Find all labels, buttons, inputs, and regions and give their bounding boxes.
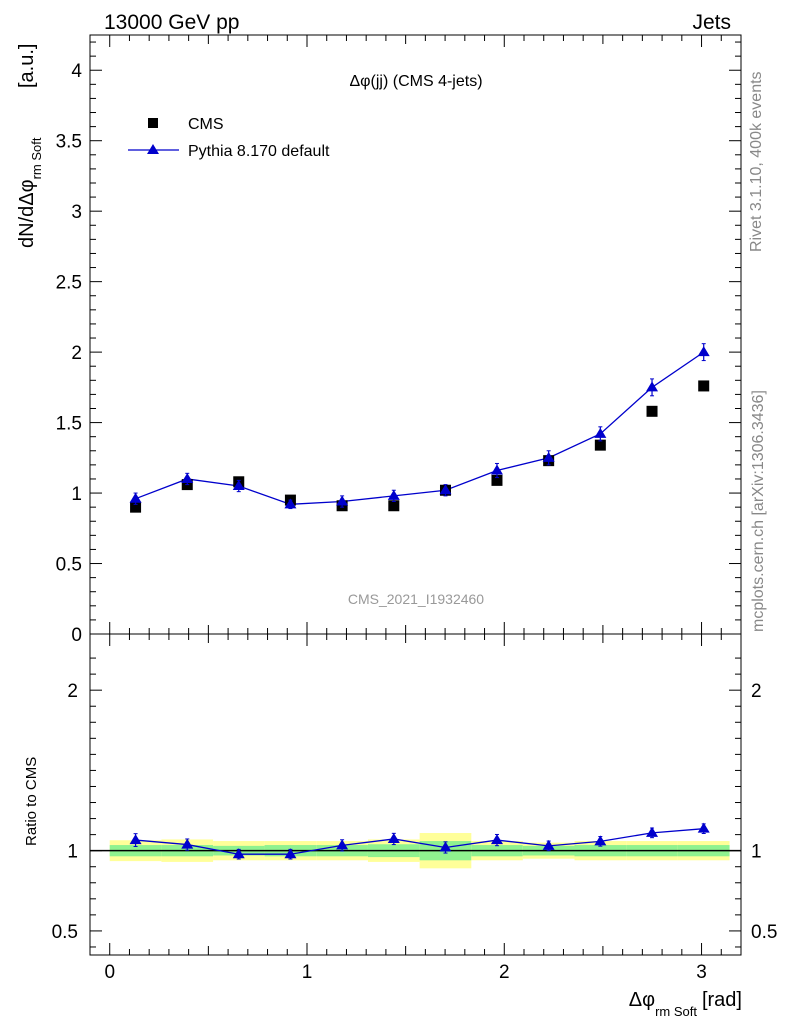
- pythia-point: [387, 489, 400, 500]
- main-y-tick-label: 1.5: [56, 414, 82, 435]
- ratio-pythia-point: [336, 839, 349, 850]
- cms-point: [698, 380, 710, 392]
- main-y-tick-label: 0: [71, 625, 82, 646]
- ratio-y-tick-label: 1: [67, 842, 78, 863]
- cms-point: [594, 439, 606, 451]
- ratio-pythia-point: [129, 834, 142, 845]
- pythia-point: [594, 427, 607, 438]
- x-axis-label: Δφrm Soft[rad]: [629, 989, 742, 1019]
- pythia-point: [490, 464, 503, 475]
- x-tick-label: 1: [302, 962, 313, 983]
- main-y-tick-label: 2: [71, 343, 82, 364]
- ratio-pythia-point: [542, 839, 555, 850]
- cms-point: [388, 500, 400, 512]
- analysis-watermark: CMS_2021_I1932460: [348, 591, 484, 607]
- ratio-pythia-point: [439, 841, 452, 852]
- ratio-y-tick-label-right: 1: [751, 842, 762, 863]
- main-y-axis-unit: [a.u.]: [16, 44, 38, 88]
- ratio-pythia-point: [697, 822, 710, 833]
- svg-text:dN/dΔφrm Soft: dN/dΔφrm Soft: [16, 137, 44, 248]
- ratio-pythia-point: [232, 848, 245, 859]
- ratio-y-tick-label-right: 0.5: [751, 922, 777, 943]
- rivet-label: Rivet 3.1.10, 400k events: [748, 71, 765, 252]
- pythia-point: [646, 381, 659, 392]
- main-y-axis-label: dN/dΔφrm Soft: [16, 137, 44, 248]
- x-tick-label: 0: [104, 962, 115, 983]
- pythia-point: [697, 346, 710, 357]
- ratio-y-axis-label: Ratio to CMS: [23, 757, 40, 846]
- main-y-tick-label: 0.5: [56, 555, 82, 576]
- pythia-point: [336, 495, 349, 506]
- mcplots-label: mcplots.cern.ch [arXiv:1306.3436]: [750, 390, 767, 632]
- pythia-point: [232, 480, 245, 491]
- cms-point: [646, 405, 658, 417]
- category-label: Jets: [692, 11, 731, 34]
- pythia-point: [542, 451, 555, 462]
- legend-marker-cms: [148, 118, 158, 128]
- energy-label: 13000 GeV pp: [104, 11, 239, 34]
- x-tick-label: 3: [696, 962, 707, 983]
- ratio-pythia-point: [284, 848, 297, 859]
- ratio-y-tick-label: 2: [67, 681, 78, 702]
- plot-title: Δφ(jj) (CMS 4-jets): [349, 73, 482, 90]
- ratio-y-tick-label: 0.5: [52, 922, 78, 943]
- cms-point: [491, 474, 503, 486]
- main-y-tick-label: 2.5: [56, 273, 82, 294]
- cms-point: [130, 501, 142, 513]
- ratio-pythia-point: [646, 826, 659, 837]
- main-y-tick-label: 3: [71, 202, 82, 223]
- pythia-point: [181, 472, 194, 483]
- pythia-point: [129, 492, 142, 503]
- ratio-pythia-point: [387, 832, 400, 843]
- ratio-pythia-point: [490, 834, 503, 845]
- legend-label-cms: CMS: [188, 116, 224, 133]
- legend-label-pythia: Pythia 8.170 default: [188, 143, 330, 160]
- legend-marker-pythia: [147, 144, 159, 154]
- pythia-line: [135, 351, 705, 505]
- pythia-point: [439, 484, 452, 495]
- main-y-tick-label: 4: [71, 61, 82, 82]
- x-tick-label: 2: [499, 962, 510, 983]
- ratio-y-tick-label-right: 2: [751, 681, 762, 702]
- ratio-plot-frame: [89, 633, 742, 956]
- main-y-tick-label: 1: [71, 484, 82, 505]
- ratio-pythia-line: [135, 828, 704, 855]
- ratio-pythia-point: [181, 838, 194, 849]
- pythia-point: [284, 498, 297, 509]
- ratio-pythia-point: [594, 835, 607, 846]
- main-y-tick-label: 3.5: [56, 132, 82, 153]
